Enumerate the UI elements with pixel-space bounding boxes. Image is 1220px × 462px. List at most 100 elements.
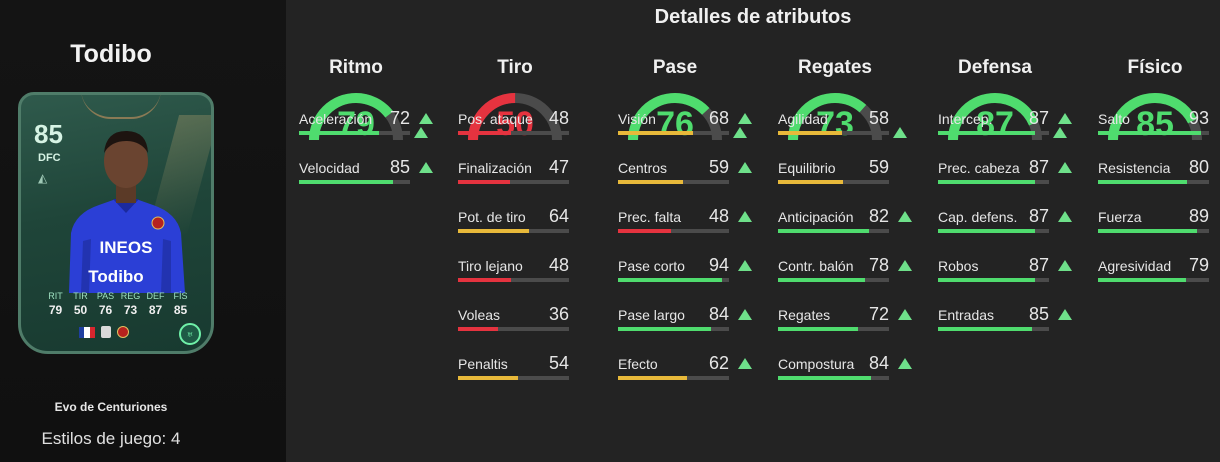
stat-row[interactable]: Agresividad 79 [1098, 255, 1220, 286]
up-arrow-icon [738, 358, 752, 369]
stat-bar-fill [938, 180, 1035, 184]
stat-row[interactable]: Regates 72 [778, 304, 938, 335]
playstyles-count[interactable]: Estilos de juego: 4 [41, 429, 181, 448]
stat-row[interactable]: Fuerza 89 [1098, 206, 1220, 237]
stat-row[interactable]: Centros 59 [618, 157, 778, 188]
category-title: Pase [652, 57, 698, 78]
category-tiro: Tiro 50 Pos. ataque 48 Finalización 47 Pot. de… [445, 52, 605, 462]
stat-label: Efecto [618, 356, 658, 372]
stat-value: 78 [868, 255, 889, 275]
up-arrow-icon [1058, 162, 1072, 173]
stat-bar-fill [618, 131, 694, 135]
stat-value: 68 [708, 108, 729, 128]
stat-value: 87 [1028, 206, 1049, 226]
up-arrow-icon [419, 162, 433, 173]
stat-row[interactable]: Pase corto 94 [618, 255, 778, 286]
stat-label: Agilidad [778, 111, 828, 127]
stat-row[interactable]: Tiro lejano 48 [458, 255, 618, 286]
stat-bar-fill [938, 229, 1035, 233]
boot-icon: ◭ [38, 171, 48, 185]
stat-bar [618, 327, 729, 331]
stat-row[interactable]: Aceleración 72 [299, 108, 459, 139]
stat-label: Anticipación [778, 209, 854, 225]
category-ritmo: Ritmo 79 Aceleración 72 Velocidad 85 [286, 52, 446, 462]
up-arrow-icon [414, 127, 428, 138]
stat-value: 72 [389, 108, 410, 128]
stat-row[interactable]: Intercep. 87 [938, 108, 1098, 139]
stat-bar [1098, 180, 1209, 184]
stat-value: 85 [1028, 304, 1049, 324]
stat-label: Entradas [938, 307, 995, 323]
player-card[interactable]: INEOS 85 DFC ◭ Todibo RIT 79 TIR 50 PAS 76 … [18, 92, 214, 354]
stat-label: Centros [618, 160, 668, 176]
stat-bar [618, 376, 729, 380]
stat-label: Velocidad [299, 160, 360, 176]
stat-row[interactable]: Efecto 62 [618, 353, 778, 384]
stat-row[interactable]: Anticipación 82 [778, 206, 938, 237]
stat-row[interactable]: Prec. cabeza 87 [938, 157, 1098, 188]
up-arrow-icon [893, 127, 907, 138]
category-value: 87 [976, 105, 1014, 143]
stat-label: Robos [938, 258, 979, 274]
card-ornament [81, 95, 161, 119]
france-flag-icon [79, 326, 95, 338]
stat-row[interactable]: Prec. falta 48 [618, 206, 778, 237]
stat-row[interactable]: Salto 93 [1098, 108, 1220, 139]
stat-bar-fill [778, 180, 844, 184]
gauge-fill [948, 93, 1042, 141]
up-arrow-icon [1058, 113, 1072, 124]
stat-row[interactable]: Pos. ataque 48 [458, 108, 618, 139]
stat-value: 64 [548, 206, 569, 226]
stat-bar [618, 229, 729, 233]
stat-label: Salto [1098, 111, 1130, 127]
stat-value: 36 [548, 304, 569, 324]
stat-bar [778, 229, 889, 233]
card-badges [79, 326, 129, 338]
stat-row[interactable]: Contr. balón 78 [778, 255, 938, 286]
stat-bar [938, 327, 1049, 331]
stat-row[interactable]: Pase largo 84 [618, 304, 778, 335]
stat-row[interactable]: Cap. defens. 87 [938, 206, 1098, 237]
up-arrow-icon [1058, 309, 1072, 320]
stat-label: Cap. defens. [938, 209, 1018, 225]
stat-row[interactable]: Equilibrio 59 [778, 157, 938, 188]
stat-row[interactable]: Pot. de tiro 64 [458, 206, 618, 237]
stat-label: Intercep. [938, 111, 993, 127]
stat-value: 87 [1028, 255, 1049, 275]
up-arrow-icon [733, 127, 747, 138]
stat-bar [938, 229, 1049, 233]
stat-row[interactable]: Velocidad 85 [299, 157, 459, 188]
stat-row[interactable]: Entradas 85 [938, 304, 1098, 335]
up-arrow-icon [738, 260, 752, 271]
nice-crest-icon [117, 326, 129, 338]
card-stats: RIT 79 TIR 50 PAS 76 REG 73 DEF 87 FÍS 85 [43, 291, 193, 317]
stat-row[interactable]: Penaltis 54 [458, 353, 618, 384]
stat-bar [938, 278, 1049, 282]
category-title: Físico [1127, 57, 1183, 78]
category-value: 79 [337, 105, 375, 143]
stat-bar-fill [1098, 229, 1197, 233]
stat-value: 80 [1188, 157, 1209, 177]
up-arrow-icon [1058, 260, 1072, 271]
stat-bar-fill [1098, 131, 1202, 135]
up-arrow-icon [898, 309, 912, 320]
stat-bar [458, 131, 569, 135]
stat-row[interactable]: Finalización 47 [458, 157, 618, 188]
stat-row[interactable]: Robos 87 [938, 255, 1098, 286]
stat-row[interactable]: Voleas 36 [458, 304, 618, 335]
card-stat: TIR 50 [73, 291, 88, 317]
category-gauge: 76 [625, 90, 725, 143]
stat-bar [778, 131, 889, 135]
stat-bar [458, 278, 569, 282]
stat-row[interactable]: Compostura 84 [778, 353, 938, 384]
category-title: Defensa [958, 57, 1032, 78]
stat-bar [458, 180, 569, 184]
stat-label: Equilibrio [778, 160, 836, 176]
stat-bar-fill [1098, 180, 1187, 184]
stat-value: 82 [868, 206, 889, 226]
stat-row[interactable]: Agilidad 58 [778, 108, 938, 139]
stat-row[interactable]: Resistencia 80 [1098, 157, 1220, 188]
stat-label: Tiro lejano [458, 258, 523, 274]
stat-row[interactable]: Visión 68 [618, 108, 778, 139]
stat-label: Aceleración [299, 111, 373, 127]
